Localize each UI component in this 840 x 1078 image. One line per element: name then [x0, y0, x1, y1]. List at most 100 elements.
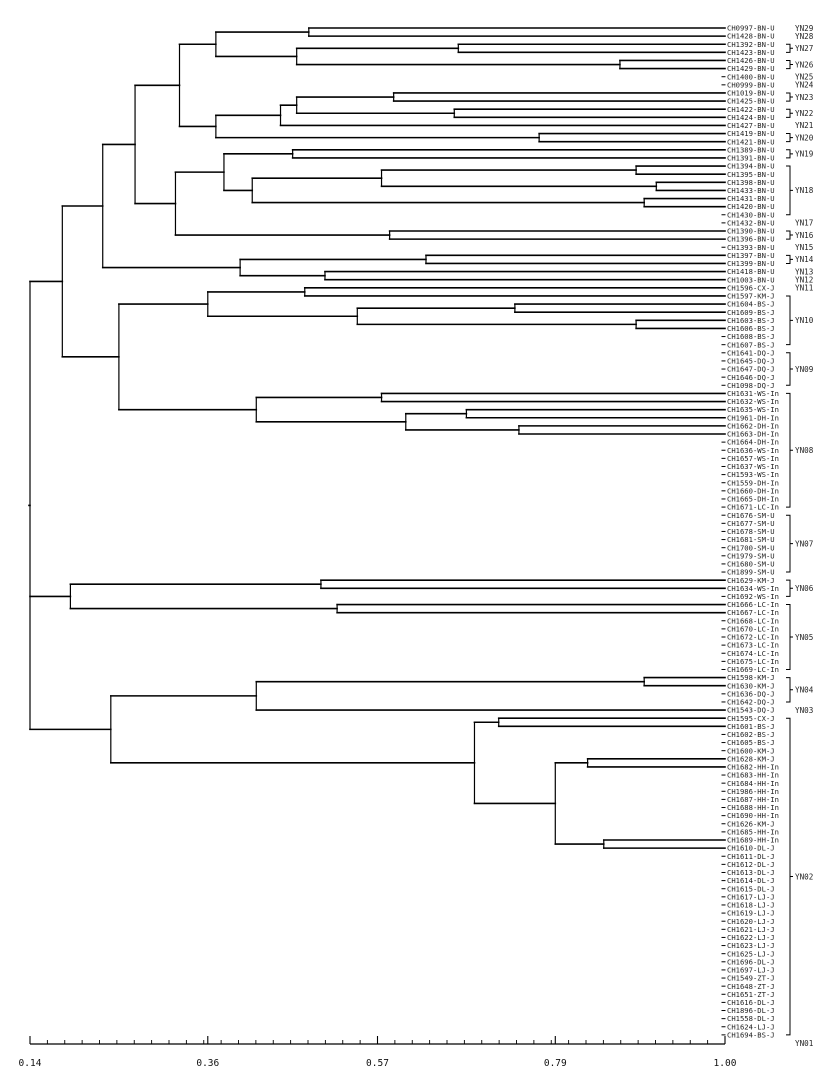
leaf-label: CH1648-ZT-J: [727, 982, 775, 991]
leaf-label: CH1428-BN-U: [727, 32, 775, 41]
leaf-label: CH1614-DL-J: [727, 876, 775, 885]
leaf-label: CH1689-HH-In: [727, 836, 779, 845]
leaf-label: CH1098-DQ-J: [727, 381, 775, 390]
group-bracket: [786, 604, 793, 670]
leaf-label: CH1635-WS-In: [727, 405, 779, 414]
leaf-label: CH1696-DL-J: [727, 957, 775, 966]
group-bracket: [786, 165, 793, 216]
group-bracket: [786, 677, 793, 703]
leaf-label: CH1631-WS-In: [727, 389, 779, 398]
leaf-label: CH1623-LJ-J: [727, 941, 775, 950]
group-label: YN11: [795, 284, 814, 293]
leaf-label: CH1613-DL-J: [727, 868, 775, 877]
group-label: YN26: [795, 60, 814, 69]
leaf-label: CH1645-DQ-J: [727, 357, 775, 366]
leaf-label: CH1616-DL-J: [727, 998, 775, 1007]
leaf-label: CH1620-LJ-J: [727, 917, 775, 926]
leaf-label: CH1690-HH-In: [727, 811, 779, 820]
leaf-label: CH1604-BS-J: [727, 300, 775, 309]
group-label: YN20: [795, 133, 814, 142]
leaf-label: CH1666-LC-In: [727, 600, 779, 609]
leaf-label: CH1647-DQ-J: [727, 365, 775, 374]
group-label: YN24: [795, 81, 814, 90]
leaf-label: CH1694-BS-J: [727, 1030, 775, 1039]
leaf-label: CH1678-SM-U: [727, 527, 775, 536]
leaf-label: CH1423-BN-U: [727, 48, 775, 57]
leaf-label: CH1392-BN-U: [727, 40, 775, 49]
group-bracket: [786, 514, 793, 573]
leaf-label: CH1432-BN-U: [727, 218, 775, 227]
leaf-label: CH1641-DQ-J: [727, 348, 775, 357]
group-label: YN15: [795, 243, 813, 252]
leaf-label: CH1630-KM-J: [727, 681, 775, 690]
leaf-label: CH1433-BN-U: [727, 186, 775, 195]
group-bracket: [786, 392, 793, 508]
leaf-label: CH1426-BN-U: [727, 56, 775, 65]
leaf-label: CH1899-SM-U: [727, 568, 775, 577]
leaf-label: CH1660-DH-In: [727, 486, 779, 495]
leaf-label: CH1961-DH-In: [727, 413, 779, 422]
leaf-label: CH1425-BN-U: [727, 97, 775, 106]
leaf-label: CH1700-SM-U: [727, 543, 775, 552]
leaf-label: CH1677-SM-U: [727, 519, 775, 528]
leaf-label: CH1657-WS-In: [727, 454, 779, 463]
leaf-label: CH1651-ZT-J: [727, 990, 775, 999]
leaf-label: CH1626-KM-J: [727, 819, 775, 828]
leaf-label: CH0997-BN-U: [727, 24, 775, 33]
leaf-label: CH1621-LJ-J: [727, 925, 775, 934]
group-label: YN04: [795, 686, 814, 695]
group-label: YN25: [795, 73, 813, 82]
group-bracket: [786, 108, 793, 118]
tick-label: 0.79: [544, 1058, 567, 1069]
group-label: YN07: [795, 539, 813, 548]
leaf-label: CH1396-BN-U: [727, 235, 775, 244]
leaf-label: CH1642-DQ-J: [727, 698, 775, 707]
group-label: YN22: [795, 109, 813, 118]
leaf-label: CH1549-ZT-J: [727, 974, 775, 983]
leaf-label: CH1422-BN-U: [727, 105, 775, 114]
leaf-label: CH1669-LC-In: [727, 665, 779, 674]
group-bracket: [786, 43, 793, 53]
leaf-label: CH1619-LJ-J: [727, 909, 775, 918]
leaf-label: CH1611-DL-J: [727, 852, 775, 861]
leaf-label: CH1397-BN-U: [727, 251, 775, 260]
leaf-label: CH1430-BN-U: [727, 210, 775, 219]
leaf-label: CH1636-DQ-J: [727, 689, 775, 698]
leaf-label: CH0999-BN-U: [727, 80, 775, 89]
tick-label: 1.00: [714, 1058, 737, 1069]
leaf-label: CH1600-KM-J: [727, 746, 775, 755]
group-label: YN03: [795, 706, 813, 715]
group-label: YN12: [795, 276, 813, 285]
group-label: YN09: [795, 365, 814, 374]
leaf-label: CH1390-BN-U: [727, 227, 775, 236]
leaf-label: CH1400-BN-U: [727, 72, 775, 81]
leaf-label: CH1543-DQ-J: [727, 706, 775, 715]
leaf-label: CH1622-LJ-J: [727, 933, 775, 942]
group-label: YN28: [795, 32, 814, 41]
leaf-label: CH1986-HH-In: [727, 787, 779, 796]
group-bracket: [786, 92, 793, 102]
leaf-label: CH1617-LJ-J: [727, 892, 775, 901]
leaf-label: CH1634-WS-In: [727, 584, 779, 593]
group-bracket: [786, 230, 793, 240]
leaf-label: CH1662-DH-In: [727, 421, 779, 430]
group-label: YN23: [795, 93, 813, 102]
leaf-label: CH1684-HH-In: [727, 779, 779, 788]
leaf-label: CH1674-LC-In: [727, 649, 779, 658]
group-label: YN08: [795, 446, 814, 455]
group-label: YN21: [795, 121, 814, 130]
leaf-label: CH1593-WS-In: [727, 470, 779, 479]
leaf-label: CH1676-SM-U: [727, 511, 775, 520]
leaf-label: CH1606-BS-J: [727, 324, 775, 333]
leaf-label: CH1632-WS-In: [727, 397, 779, 406]
group-label: YN19: [795, 150, 814, 159]
group-label: YN06: [795, 584, 814, 593]
group-bracket: [786, 579, 793, 597]
group-label: YN13: [795, 267, 813, 276]
leaf-label: CH1391-BN-U: [727, 154, 775, 163]
leaf-label: CH1618-LJ-J: [727, 901, 775, 910]
leaf-label: CH1646-DQ-J: [727, 373, 775, 382]
leaf-label: CH1675-LC-In: [727, 657, 779, 666]
